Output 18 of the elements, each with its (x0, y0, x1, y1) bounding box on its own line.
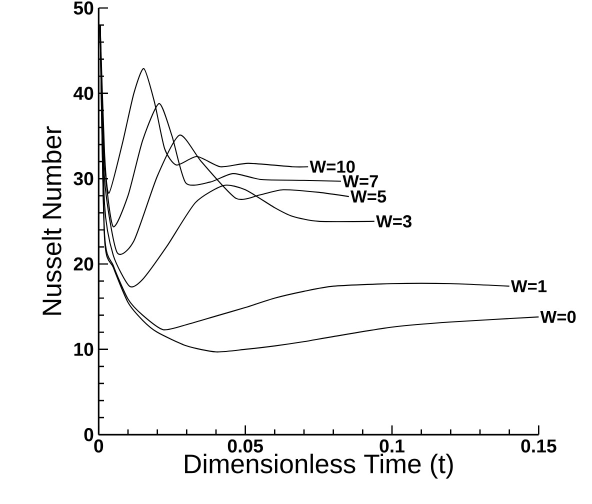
series-label: W=7 (342, 175, 378, 188)
y-tick-label: 40 (73, 86, 94, 100)
series-label: W=1 (510, 280, 547, 292)
series-label: W=0 (540, 310, 576, 324)
x-tick-label: 0.1 (380, 439, 404, 453)
x-tick-label: 0 (94, 439, 104, 453)
x-tick-label: 0.15 (521, 439, 556, 453)
y-axis-title: Nusselt Number (42, 126, 62, 315)
series-label: W=5 (350, 190, 386, 203)
y-tick-label: 50 (74, 1, 94, 15)
y-tick-label: 0 (84, 428, 94, 442)
series-label: W=3 (376, 215, 412, 228)
x-tick-label: 0.05 (228, 439, 263, 453)
series-label: W=10 (310, 160, 355, 173)
y-tick-label: 10 (74, 342, 94, 356)
y-tick-label: 20 (74, 257, 94, 271)
y-tick-label: 30 (74, 172, 94, 186)
x-axis-title: Dimensionless Time (t) (185, 454, 453, 479)
